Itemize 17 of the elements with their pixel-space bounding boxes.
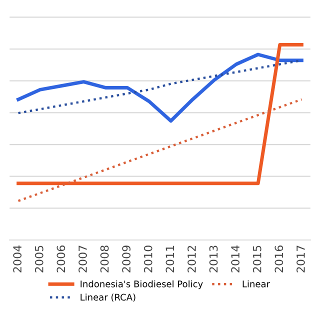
- legend-label: Linear (RCA): [80, 294, 136, 302]
- x-tick-label: 2004: [13, 245, 22, 272]
- x-tick-label: 2016: [274, 246, 284, 272]
- x-tick-label: 2011: [166, 246, 174, 272]
- x-tick-label: 2012: [188, 246, 196, 272]
- legend-label: Linear: [242, 280, 270, 288]
- x-tick-label: 2008: [100, 246, 109, 272]
- x-tick-label: 2014: [231, 245, 240, 272]
- x-tick-label: 2017: [296, 246, 305, 272]
- x-tick-label: 2007: [78, 246, 87, 272]
- x-tick-label: 2009: [122, 246, 131, 272]
- x-tick-label: 2006: [56, 246, 66, 272]
- x-tick-label: 2015: [252, 246, 262, 272]
- x-tick-label: 2005: [34, 246, 44, 272]
- x-tick-label: 2013: [209, 246, 218, 272]
- legend-label: Indonesia's Biodiesel Policy: [80, 280, 203, 290]
- x-tick-label: 2010: [144, 246, 152, 272]
